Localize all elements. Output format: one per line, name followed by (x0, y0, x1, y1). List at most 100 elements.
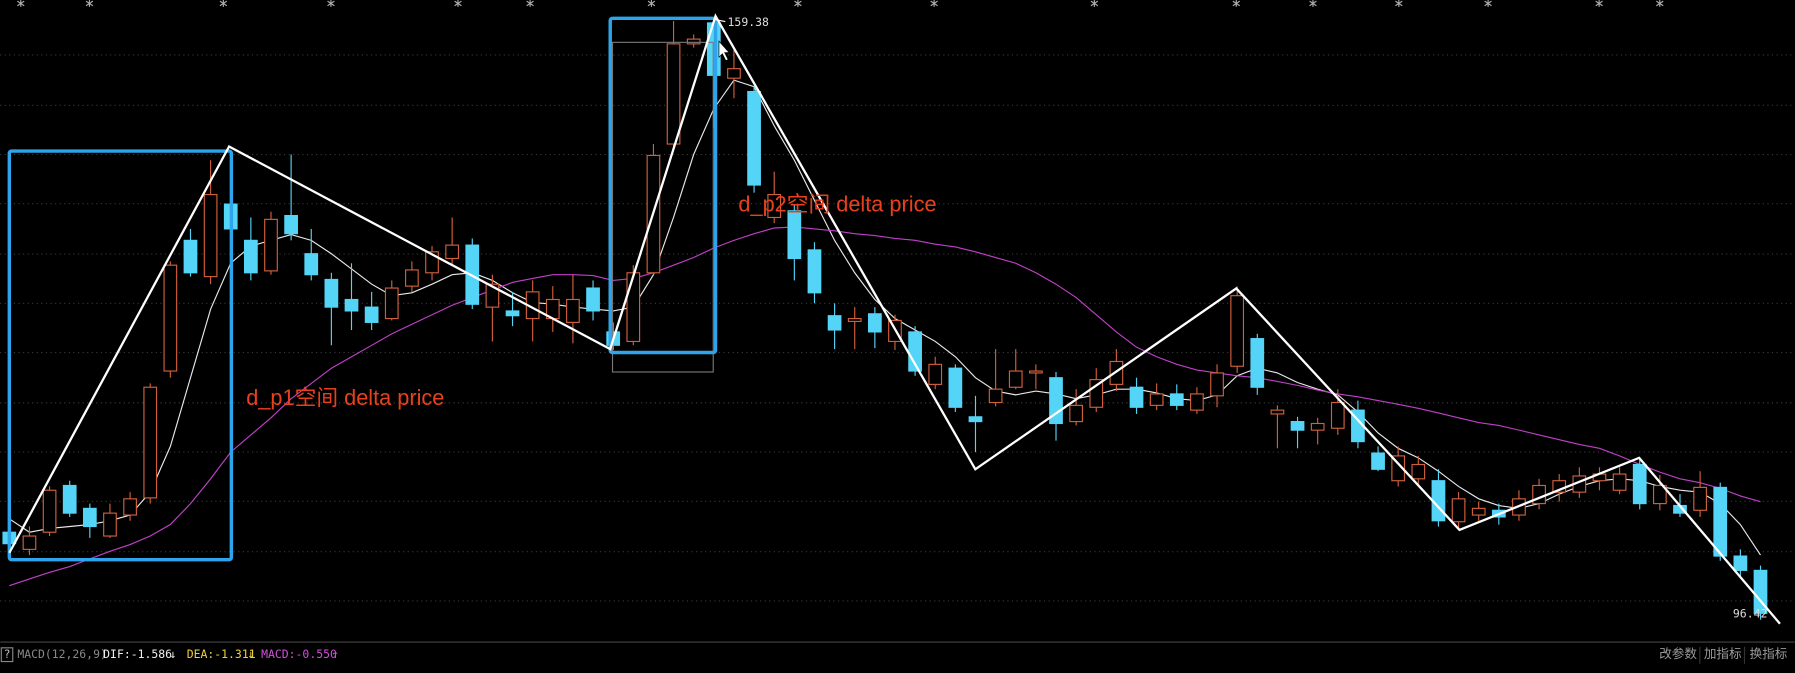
ma-line (9, 226, 1761, 587)
candle-body (1029, 370, 1043, 374)
highlight-box (608, 16, 718, 355)
drawings (7, 13, 1781, 625)
candle-body (42, 489, 57, 533)
candle-body (324, 278, 339, 308)
candle-body (243, 239, 258, 274)
annotation: d_p1空间 delta price (246, 385, 444, 410)
candle-body (1371, 452, 1385, 470)
candle-body (62, 484, 77, 514)
candle-body (867, 313, 882, 333)
candles (2, 19, 1768, 620)
candle-body (445, 244, 460, 260)
candle-body (304, 253, 319, 276)
event-marker (327, 0, 335, 7)
help-box[interactable] (0, 647, 14, 663)
candle-body (827, 315, 842, 331)
highlight-box (7, 149, 234, 562)
candle-body (1612, 473, 1627, 491)
event-marker (1484, 0, 1492, 7)
candle-body (1169, 393, 1184, 406)
candle-body (1451, 498, 1466, 523)
candle-body (344, 298, 359, 312)
edit-params-button[interactable]: 改参数 (1659, 646, 1697, 661)
candle-body (1290, 421, 1305, 431)
dea-label: DEA:-1.311 (187, 647, 256, 661)
candle-body (1713, 486, 1728, 557)
switch-indicator-button[interactable]: 换指标 (1750, 646, 1788, 661)
event-marker (794, 0, 802, 7)
event-marker (1656, 0, 1664, 7)
moving-averages (9, 79, 1761, 587)
candle-body (626, 272, 641, 343)
indicator-bar: ? MACD(12,26,9) DIF:-1.586 ↓ DEA:-1.311 … (0, 646, 1788, 664)
candle-body (727, 68, 741, 79)
event-marker (1395, 0, 1403, 7)
event-marker (454, 0, 462, 7)
candle-body (163, 264, 178, 372)
candle-body (767, 194, 782, 219)
candle-body (747, 90, 761, 186)
event-markers (17, 0, 1664, 7)
candle-body (807, 249, 822, 294)
candle-body (1210, 372, 1224, 397)
cursor (718, 40, 731, 62)
candle-body (566, 298, 580, 323)
candle-body (1693, 486, 1707, 511)
candle-body (1733, 555, 1748, 571)
candle-body (968, 416, 983, 423)
candle-body (1008, 370, 1023, 388)
event-marker (1309, 0, 1317, 7)
candle-body (405, 269, 419, 287)
candle-body (948, 367, 963, 408)
candle-body (364, 306, 379, 323)
annotations: d_p1空间 delta price d_p2空间 delta price (246, 192, 936, 410)
candle-body (1069, 404, 1083, 423)
macd-arrow: ↑ (332, 647, 339, 661)
candle-body (988, 388, 1003, 404)
candle-body (22, 535, 37, 550)
candle-body (143, 386, 158, 499)
event-marker (930, 0, 938, 7)
candle-body (1149, 393, 1164, 406)
candle-body (82, 507, 97, 528)
range-box (611, 41, 714, 373)
candle-body (586, 287, 600, 312)
macd-label: MACD:-0.550 (261, 647, 337, 661)
candle-body (1230, 295, 1245, 367)
help-icon[interactable]: ? (4, 647, 11, 661)
candle-body (787, 210, 802, 260)
event-marker (1595, 0, 1603, 7)
candle-body (203, 194, 218, 278)
candle-body (686, 38, 701, 45)
zigzag-line (8, 13, 1781, 625)
candle-body (847, 317, 862, 323)
candle-body (1471, 507, 1486, 516)
high-label: 159.38 (728, 15, 769, 29)
candle-body (1129, 386, 1144, 408)
candle-body (103, 512, 117, 537)
candle-body (1109, 360, 1124, 385)
candle-body (928, 363, 943, 385)
background-grid (0, 54, 1795, 602)
candle-body (1632, 463, 1647, 505)
event-marker (85, 0, 94, 7)
candle-body (1250, 338, 1265, 388)
add-indicator-button[interactable]: 加指标 (1704, 646, 1742, 661)
candle-body (1391, 455, 1406, 482)
event-marker (1232, 0, 1241, 7)
candle-body (1652, 484, 1667, 505)
candle-body (666, 43, 681, 145)
candle-body (1411, 463, 1426, 480)
event-marker (17, 0, 25, 7)
ma-line (9, 79, 1761, 556)
event-marker (219, 0, 228, 7)
candle-body (485, 283, 500, 308)
candle-body (264, 218, 278, 272)
event-marker (647, 0, 656, 7)
candle-body (1310, 422, 1325, 431)
candle-body (384, 287, 399, 320)
indicator-name: MACD(12,26,9) (17, 647, 107, 661)
event-marker (1090, 0, 1099, 7)
